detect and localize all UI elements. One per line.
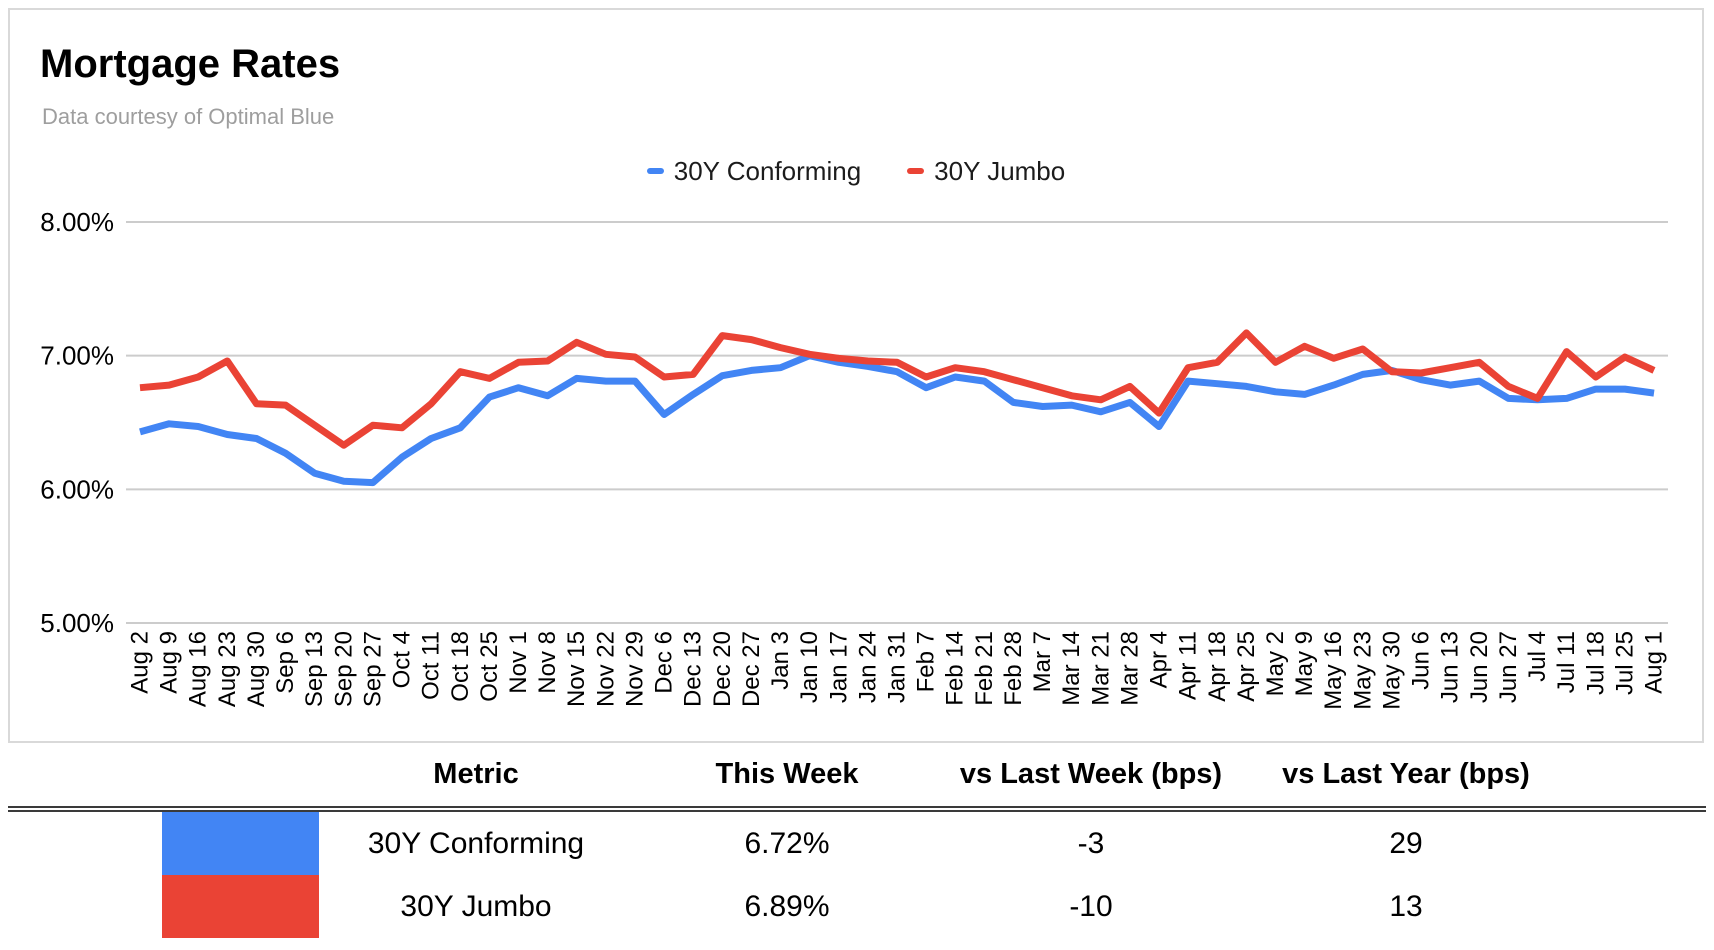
x-axis-tick-label: Oct 11 <box>418 631 445 700</box>
conforming-metric-label: 30Y Conforming <box>367 826 585 860</box>
x-axis-tick-label: Dec 27 <box>738 631 765 707</box>
x-axis-tick-label: Apr 25 <box>1233 631 1260 702</box>
x-axis-tick-label: Apr 18 <box>1204 631 1231 702</box>
x-axis-tick-label: Jun 27 <box>1495 631 1522 703</box>
table-header-vs-last-week: vs Last Week (bps) <box>959 758 1223 790</box>
conforming-color-cell <box>0 812 321 875</box>
table-row-jumbo: 30Y Jumbo 6.89% -10 13 <box>0 875 1714 938</box>
x-axis-tick-label: Mar 21 <box>1087 631 1114 706</box>
table-header-this-week: This Week <box>715 758 859 790</box>
x-axis-tick-label: Nov 22 <box>592 631 619 707</box>
x-axis-tick-label: Aug 2 <box>127 631 154 694</box>
jumbo-color-cell <box>0 875 321 938</box>
x-axis-tick-label: Jul 4 <box>1524 631 1551 682</box>
x-axis-tick-label: Jul 18 <box>1582 631 1609 695</box>
x-axis-tick-label: Dec 13 <box>680 631 707 707</box>
y-axis-tick-label: 8.00% <box>40 207 114 237</box>
chart-legend: 30Y Conforming 30Y Jumbo <box>10 156 1702 186</box>
x-axis-tick-label: Oct 18 <box>447 631 474 702</box>
x-axis-tick-label: Nov 8 <box>534 631 561 694</box>
y-axis-tick-label: 7.00% <box>40 341 114 371</box>
x-axis-tick-label: Sep 27 <box>359 631 386 707</box>
x-axis-tick-label: Aug 16 <box>185 631 212 707</box>
x-axis-tick-label: Apr 11 <box>1175 631 1202 700</box>
rates-summary-table: Metric This Week vs Last Week (bps) vs L… <box>0 743 1714 938</box>
x-axis-tick-label: Feb 7 <box>913 631 940 692</box>
table-header-metric: Metric <box>433 758 519 790</box>
x-axis-tick-label: Jun 6 <box>1408 631 1435 690</box>
table-header-vs-last-year: vs Last Year (bps) <box>1282 758 1530 790</box>
chart-subtitle: Data courtesy of Optimal Blue <box>42 104 335 129</box>
x-axis-tick-label: Mar 14 <box>1058 631 1085 706</box>
x-axis-tick-label: May 9 <box>1291 631 1318 696</box>
x-axis-tick-label: Feb 21 <box>971 631 998 706</box>
x-axis-tick-label: May 16 <box>1320 631 1347 710</box>
x-axis-tick-label: Jan 31 <box>883 631 910 703</box>
table-header-divider <box>8 806 1706 812</box>
x-axis-tick-label: Jan 24 <box>854 631 881 703</box>
x-axis-tick-label: Jul 25 <box>1611 631 1638 695</box>
x-axis-tick-label: Sep 6 <box>272 631 299 694</box>
rates-line-chart: 8.00%7.00%6.00%5.00%Aug 2 Aug 9 Aug 16 Aug … <box>40 207 1668 710</box>
x-axis-tick-label: Jun 20 <box>1466 631 1493 703</box>
legend-label-jumbo: 30Y Jumbo <box>934 156 1066 186</box>
x-axis-tick-label: Mar 28 <box>1116 631 1143 706</box>
legend-label-conforming: 30Y Conforming <box>673 156 862 186</box>
x-axis-tick-label: Jan 17 <box>825 631 852 703</box>
x-axis-tick-label: May 30 <box>1378 631 1405 710</box>
x-axis-tick-label: Jul 11 <box>1553 631 1580 693</box>
x-axis-tick-label: Aug 23 <box>214 631 241 707</box>
mortgage-rates-chart-card: Mortgage Rates Data courtesy of Optimal … <box>8 8 1704 743</box>
x-axis-tick-label: Nov 1 <box>505 631 532 694</box>
x-axis-tick-label: Dec 20 <box>709 631 736 707</box>
x-axis-tick-label: Mar 7 <box>1029 631 1056 692</box>
summary-table-header-row: Metric This Week vs Last Week (bps) vs L… <box>0 743 1714 806</box>
x-axis-tick-label: Oct 4 <box>389 631 416 688</box>
x-axis-tick-label: Aug 9 <box>156 631 183 694</box>
legend-item-jumbo: 30Y Jumbo <box>907 158 1065 184</box>
x-axis-tick-label: Apr 4 <box>1146 631 1173 688</box>
x-axis-tick-label: Sep 20 <box>330 631 357 707</box>
x-axis-tick-label: Nov 15 <box>563 631 590 707</box>
jumbo-metric-label: 30Y Jumbo <box>400 889 552 923</box>
x-axis-tick-label: Jan 10 <box>796 631 823 703</box>
jumbo-this-week-value: 6.89% <box>744 889 830 923</box>
x-axis-tick-label: Jun 13 <box>1437 631 1464 703</box>
jumbo-vs-last-year-value: 13 <box>1389 889 1423 923</box>
chart-title: Mortgage Rates <box>40 42 341 86</box>
series-line-30y-jumbo <box>139 329 1656 449</box>
jumbo-color-swatch <box>162 875 319 938</box>
x-axis-tick-label: Feb 14 <box>942 631 969 706</box>
conforming-vs-last-week-value: -3 <box>1077 826 1105 860</box>
x-axis-tick-label: May 2 <box>1262 631 1289 696</box>
y-axis-tick-label: 6.00% <box>40 474 114 504</box>
x-axis-tick-label: Jan 3 <box>767 631 794 690</box>
x-axis-tick-label: Feb 28 <box>1000 631 1027 706</box>
table-row-conforming: 30Y Conforming 6.72% -3 29 <box>0 812 1714 875</box>
jumbo-vs-last-week-value: -10 <box>1069 889 1113 923</box>
y-axis-tick-label: 5.00% <box>40 608 114 638</box>
x-axis-tick-label: Aug 30 <box>243 631 270 707</box>
x-axis-tick-label: May 23 <box>1349 631 1376 710</box>
conforming-this-week-value: 6.72% <box>744 826 830 860</box>
x-axis-tick-label: Nov 29 <box>621 631 648 707</box>
x-axis-tick-label: Sep 13 <box>301 631 328 707</box>
legend-item-conforming: 30Y Conforming <box>646 156 862 186</box>
conforming-vs-last-year-value: 29 <box>1389 826 1423 860</box>
x-axis-tick-label: Dec 6 <box>651 631 678 694</box>
x-axis-tick-label: Aug 1 <box>1640 631 1667 694</box>
conforming-color-swatch <box>162 812 319 875</box>
conforming-line-swatch-icon <box>646 168 664 174</box>
x-axis-tick-label: Oct 25 <box>476 631 503 702</box>
jumbo-line-swatch-icon <box>907 168 925 174</box>
